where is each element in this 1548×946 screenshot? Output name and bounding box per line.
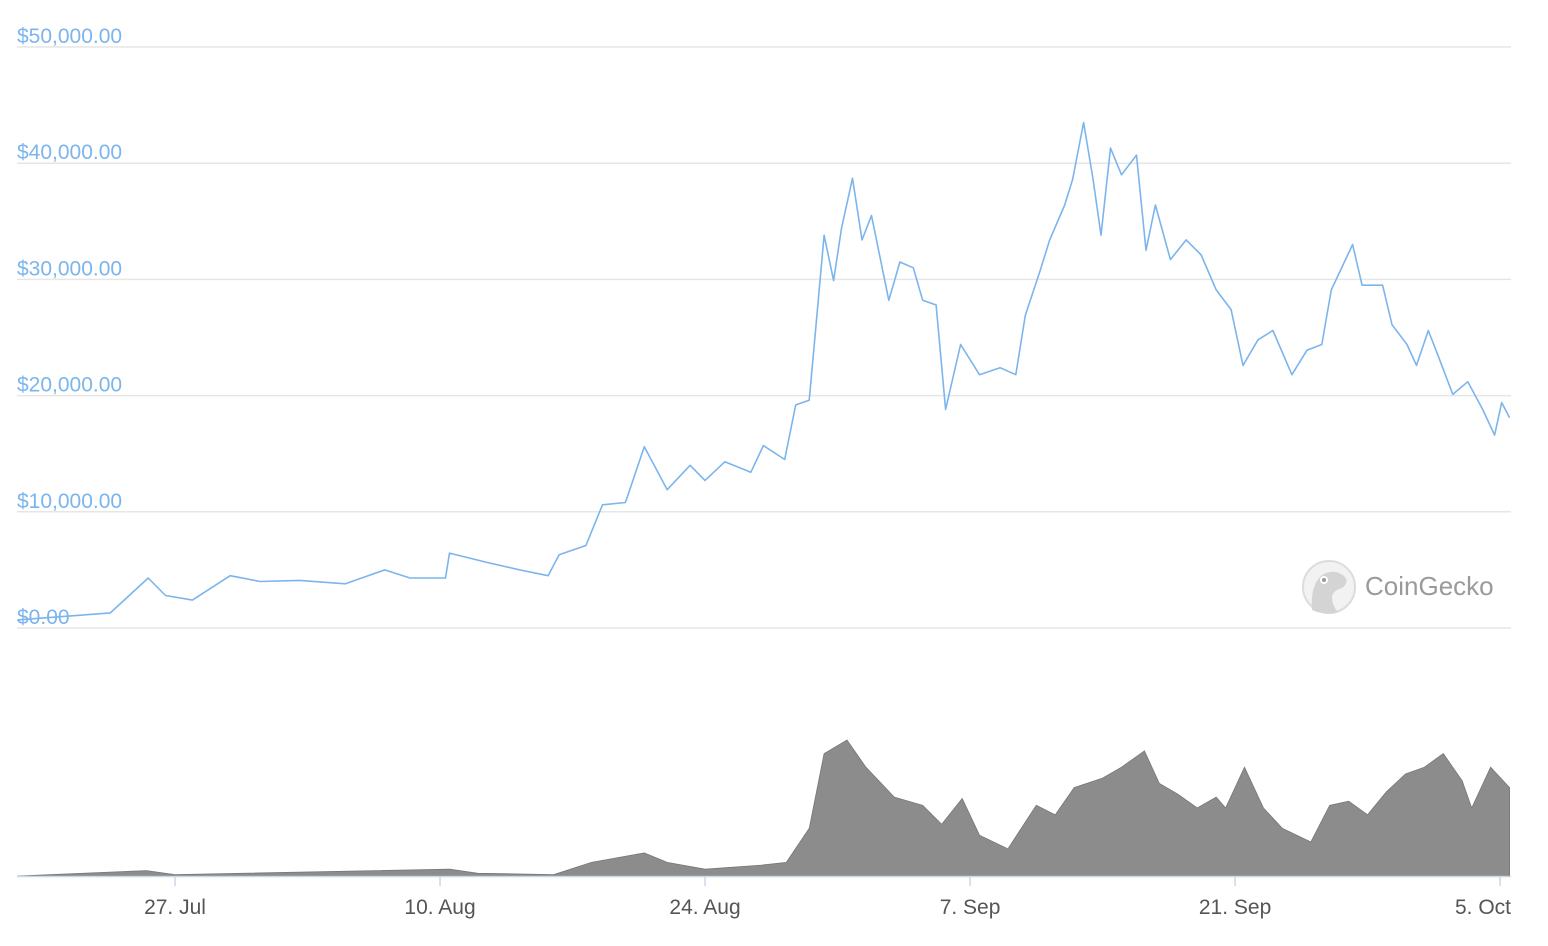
x-tick-label: 7. Sep — [940, 896, 1001, 919]
y-tick-label: $20,000.00 — [17, 374, 122, 397]
y-tick-label: $40,000.00 — [17, 141, 122, 164]
y-tick-label: $10,000.00 — [17, 490, 122, 513]
price-series — [17, 121, 1511, 621]
watermark-text: CoinGecko — [1365, 571, 1494, 601]
grid-lines — [17, 46, 1511, 629]
price-line — [17, 121, 1511, 621]
y-axis-labels: $0.00$10,000.00$20,000.00$30,000.00$40,0… — [17, 25, 122, 629]
gecko-logo-icon — [1302, 560, 1356, 614]
x-tick-label: 27. Jul — [144, 896, 206, 919]
x-axis: 27. Jul 10. Aug 24. Aug 7. Sep 21. Sep 5. Oct — [17, 875, 1511, 919]
x-tick-label: 5. Oct — [1455, 896, 1511, 919]
x-tick-label: 24. Aug — [669, 896, 740, 919]
y-tick-label: $50,000.00 — [17, 25, 122, 48]
volume-area — [17, 739, 1510, 877]
volume-series — [17, 739, 1510, 877]
coingecko-watermark: CoinGecko — [1302, 560, 1494, 614]
x-tick-label: 21. Sep — [1199, 896, 1271, 919]
y-tick-label: $30,000.00 — [17, 257, 122, 280]
x-tick-label: 10. Aug — [404, 896, 475, 919]
